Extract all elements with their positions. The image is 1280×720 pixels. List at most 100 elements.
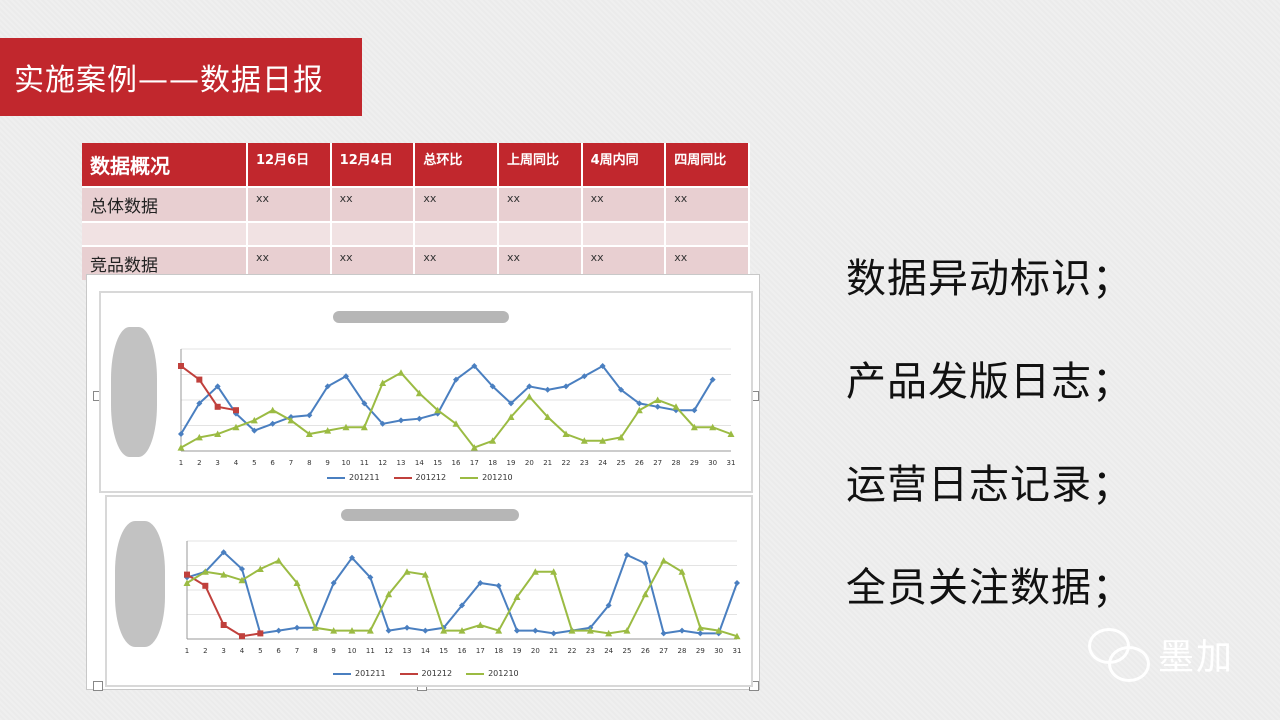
data-point xyxy=(599,363,606,369)
data-point xyxy=(385,627,392,634)
x-tick-label: 30 xyxy=(714,647,723,655)
data-point xyxy=(532,627,539,634)
data-point xyxy=(599,437,607,444)
legend-label: 201211 xyxy=(355,669,386,678)
data-point xyxy=(195,433,203,441)
x-tick-label: 13 xyxy=(397,459,406,467)
x-tick-label: 16 xyxy=(452,459,461,467)
table-cell xyxy=(331,221,416,245)
x-tick-label: 7 xyxy=(295,647,299,655)
data-point xyxy=(256,565,264,572)
data-point xyxy=(214,430,222,437)
x-tick-label: 12 xyxy=(384,647,393,655)
series-line-201210 xyxy=(180,371,732,449)
data-point xyxy=(733,632,741,640)
table-cell xyxy=(415,221,499,245)
x-tick-label: 1 xyxy=(179,459,183,467)
table-cell: xx xyxy=(498,186,583,221)
blurred-label xyxy=(111,327,157,457)
x-tick-label: 9 xyxy=(325,459,329,467)
data-point xyxy=(618,386,624,393)
data-point xyxy=(250,416,258,424)
x-tick-label: 14 xyxy=(415,459,424,467)
data-point xyxy=(563,383,569,390)
data-point xyxy=(416,415,423,422)
x-tick-label: 27 xyxy=(659,647,668,655)
x-tick-label: 11 xyxy=(360,459,369,467)
table-cell xyxy=(498,221,583,245)
data-point xyxy=(196,400,203,407)
data-point xyxy=(305,430,313,437)
table-header: 总环比 xyxy=(415,143,499,186)
x-tick-label: 8 xyxy=(307,459,311,467)
data-point xyxy=(470,444,478,451)
x-tick-label: 8 xyxy=(313,647,317,655)
legend-swatch xyxy=(333,672,351,675)
legend-item: 201212 xyxy=(393,473,446,482)
x-tick-label: 10 xyxy=(348,647,357,655)
legend-label: 201210 xyxy=(488,669,519,678)
legend-label: 201210 xyxy=(482,473,513,482)
legend-swatch xyxy=(460,476,479,479)
data-point xyxy=(514,627,520,634)
data-point xyxy=(605,602,612,609)
data-point xyxy=(330,627,338,634)
data-point xyxy=(642,560,649,567)
data-point xyxy=(471,363,478,369)
data-point xyxy=(550,630,557,637)
x-tick-label: 23 xyxy=(580,459,589,467)
data-point xyxy=(654,396,662,403)
brand-name: 墨加 xyxy=(1158,637,1235,678)
data-point xyxy=(275,557,283,564)
data-point xyxy=(568,627,576,634)
table-header: 12月4日 xyxy=(331,143,416,186)
data-point xyxy=(202,582,209,589)
x-tick-label: 29 xyxy=(690,459,699,467)
data-point xyxy=(397,369,405,376)
data-point xyxy=(348,627,356,634)
x-tick-label: 13 xyxy=(403,647,412,655)
data-point xyxy=(251,427,258,434)
legend-item: 201211 xyxy=(333,669,386,678)
x-tick-label: 31 xyxy=(727,459,736,467)
x-tick-label: 14 xyxy=(421,647,430,655)
bullet-item: 产品发版日志； xyxy=(846,359,1133,405)
row-label xyxy=(82,221,248,245)
legend-label: 201212 xyxy=(421,669,453,678)
table-cell: xx xyxy=(331,186,416,221)
chart-legend: 201211 201212 201210 xyxy=(333,669,519,678)
data-point xyxy=(324,427,332,434)
data-point xyxy=(605,629,613,637)
data-point xyxy=(531,568,539,575)
data-point xyxy=(269,420,276,427)
data-point xyxy=(343,373,349,380)
data-point xyxy=(324,383,331,390)
x-tick-label: 18 xyxy=(488,459,497,467)
table-row: 总体数据 xx xx xx xx xx xx xyxy=(82,186,750,221)
x-tick-label: 17 xyxy=(470,459,479,467)
legend-swatch xyxy=(327,476,345,479)
x-tick-label: 7 xyxy=(289,459,293,467)
data-point xyxy=(452,420,460,427)
x-tick-label: 20 xyxy=(531,647,540,655)
x-tick-label: 20 xyxy=(525,459,534,467)
data-point xyxy=(306,412,313,419)
table-header: 数据概况 xyxy=(82,143,248,186)
x-tick-label: 6 xyxy=(270,459,275,467)
x-tick-label: 2 xyxy=(197,459,201,467)
data-point xyxy=(220,622,227,628)
data-point xyxy=(507,413,515,420)
table-header: 4周内同 xyxy=(582,143,667,186)
x-tick-label: 26 xyxy=(635,459,644,467)
data-point xyxy=(178,363,184,369)
x-tick-label: 24 xyxy=(604,647,613,655)
resize-handle[interactable] xyxy=(93,681,103,691)
series-line-201211 xyxy=(180,364,714,435)
legend-swatch xyxy=(393,476,412,479)
chart-legend: 201211 201212 201210 xyxy=(327,473,513,482)
data-point xyxy=(697,630,704,637)
x-tick-label: 19 xyxy=(513,647,522,655)
legend-item: 201210 xyxy=(460,473,513,482)
x-tick-label: 17 xyxy=(476,647,485,655)
data-point xyxy=(275,627,282,634)
